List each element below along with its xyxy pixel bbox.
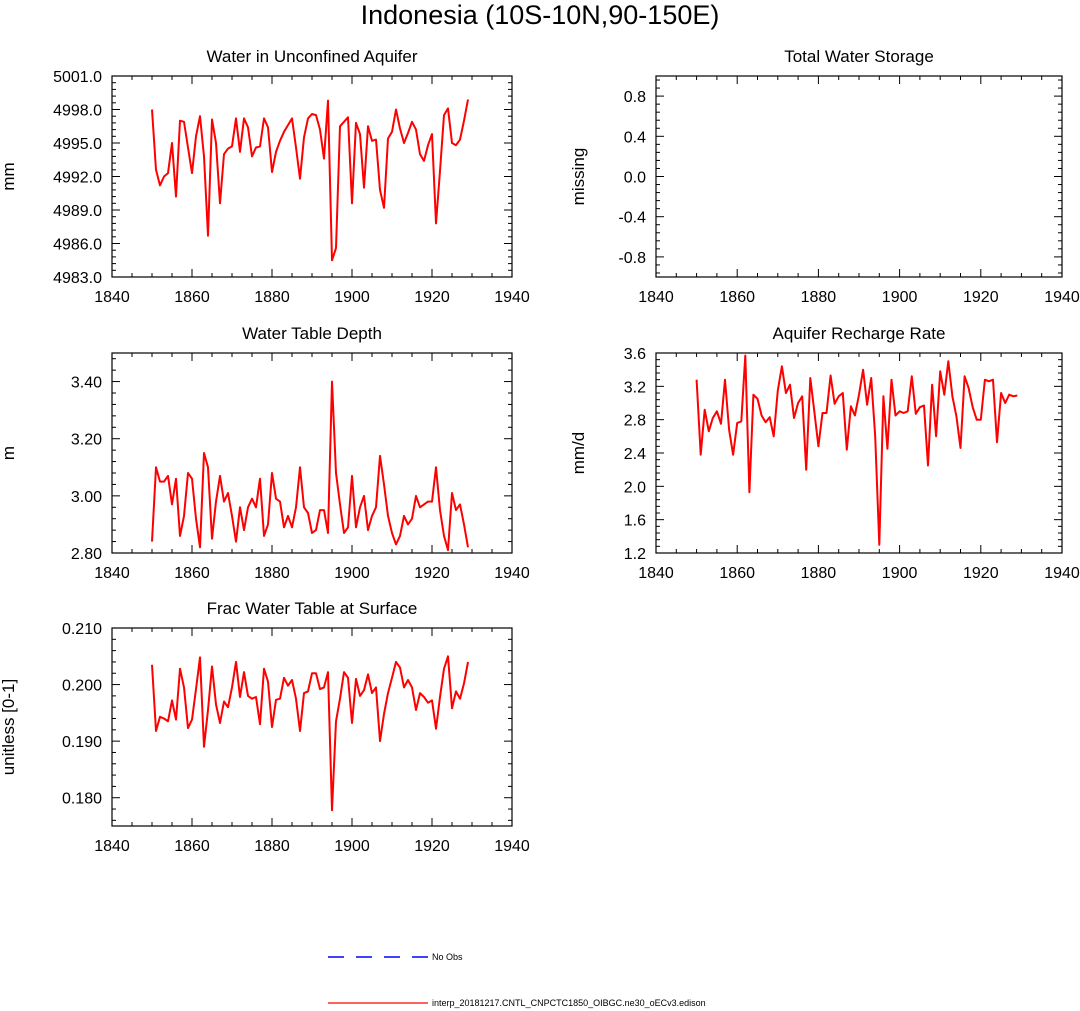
x-tick-label: 1860 [719, 565, 755, 582]
x-tick-label: 1840 [638, 565, 674, 582]
x-tick-label: 1920 [963, 565, 999, 582]
series-line-1 [151, 99, 469, 262]
x-tick-label: 1840 [638, 289, 674, 306]
x-tick-label: 1900 [334, 838, 370, 855]
y-tick-label: 2.80 [71, 546, 102, 563]
y-tick-label: 3.40 [71, 375, 102, 392]
x-tick-label: 1840 [94, 289, 130, 306]
panel-1-title: Water in Unconfined Aquifer [206, 47, 417, 66]
y-tick-label: 5001.0 [53, 69, 102, 86]
panel-5-frame [111, 627, 513, 827]
y-tick-label: 2.4 [624, 446, 646, 463]
x-tick-label: 1880 [254, 565, 290, 582]
panel-4-ylabel: mm/d [569, 432, 588, 475]
panels: Water in Unconfined Aquifer 1840 1860 1880 1… [0, 47, 1080, 855]
x-tick-label: 1940 [494, 565, 530, 582]
y-tick-label: 4998.0 [53, 103, 102, 120]
x-tick-label: 1880 [801, 565, 837, 582]
legend-obs-label: No Obs [432, 952, 463, 962]
panel-2-frame [655, 75, 1063, 278]
y-tick-label: 1.6 [624, 513, 646, 530]
x-tick-label: 1860 [174, 289, 210, 306]
x-tick-label: 1840 [94, 565, 130, 582]
panel-3-ylabel: m [0, 446, 18, 460]
x-tick-label: 1880 [254, 289, 290, 306]
x-tick-label: 1900 [882, 565, 918, 582]
panel-4: Aquifer Recharge Rate 1840 1860 1880 1900 192… [569, 324, 1080, 582]
x-tick-label: 1900 [334, 565, 370, 582]
series-line-1 [695, 354, 1018, 546]
x-tick-label: 1880 [254, 838, 290, 855]
y-tick-label: 4995.0 [53, 136, 102, 153]
x-tick-label: 1860 [174, 565, 210, 582]
x-tick-label: 1920 [963, 289, 999, 306]
panel-1-ylabel: mm [0, 162, 18, 190]
x-tick-label: 1900 [882, 289, 918, 306]
x-tick-label: 1920 [414, 565, 450, 582]
y-tick-label: 0.8 [624, 89, 646, 106]
x-tick-label: 1860 [174, 838, 210, 855]
series-line-1 [151, 655, 469, 812]
panel-5-ylabel: unitless [0-1] [0, 679, 18, 775]
y-tick-label: 3.20 [71, 432, 102, 449]
x-tick-label: 1940 [494, 289, 530, 306]
panel-5-title: Frac Water Table at Surface [207, 599, 418, 618]
legend: No Obs interp_20181217.CNTL_CNPCTC1850_O… [328, 952, 706, 1008]
y-tick-label: 4986.0 [53, 237, 102, 254]
y-tick-label: 0.210 [62, 621, 102, 638]
y-tick-label: 4989.0 [53, 203, 102, 220]
panel-3: Water Table Depth 1840 1860 1880 1900 1920 194… [0, 324, 530, 582]
x-tick-label: 1940 [1044, 565, 1080, 582]
y-tick-label: 2.8 [624, 413, 646, 430]
panel-1: Water in Unconfined Aquifer 1840 1860 1880 1… [0, 47, 530, 306]
y-tick-label: 3.2 [624, 379, 646, 396]
y-tick-label: 1.2 [624, 546, 646, 563]
panel-4-frame [655, 352, 1063, 554]
y-tick-label: 0.190 [62, 734, 102, 751]
y-tick-label: 0.4 [624, 129, 646, 146]
y-tick-label: 3.6 [624, 346, 646, 363]
y-tick-label: 3.00 [71, 489, 102, 506]
y-tick-label: 2.0 [624, 479, 646, 496]
legend-model-label: interp_20181217.CNTL_CNPCTC1850_OIBGC.ne… [432, 998, 706, 1008]
x-tick-label: 1940 [1044, 289, 1080, 306]
panel-5: Frac Water Table at Surface 1840 1860 1880 1… [0, 599, 530, 855]
x-tick-label: 1880 [801, 289, 837, 306]
y-tick-label: 0.180 [62, 791, 102, 808]
y-tick-label: 4992.0 [53, 170, 102, 187]
panel-3-frame [111, 352, 513, 554]
panel-2: Total Water Storage 1840 1860 1880 1900 1920 1… [569, 47, 1080, 306]
series-line-1 [151, 380, 469, 552]
panel-4-title: Aquifer Recharge Rate [773, 324, 946, 343]
y-tick-label: 4983.0 [53, 270, 102, 287]
x-tick-label: 1860 [719, 289, 755, 306]
y-tick-label: -0.8 [618, 250, 646, 267]
panel-3-title: Water Table Depth [242, 324, 382, 343]
y-tick-label: 0.0 [624, 170, 646, 187]
x-tick-label: 1940 [494, 838, 530, 855]
x-tick-label: 1920 [414, 289, 450, 306]
page-title: Indonesia (10S-10N,90-150E) [361, 0, 720, 30]
y-tick-label: 0.200 [62, 678, 102, 695]
panel-2-ylabel: missing [569, 148, 588, 206]
panel-2-title: Total Water Storage [784, 47, 934, 66]
y-tick-label: -0.4 [618, 210, 646, 227]
x-tick-label: 1840 [94, 838, 130, 855]
x-tick-label: 1920 [414, 838, 450, 855]
panel-1-frame [111, 75, 513, 278]
x-tick-label: 1900 [334, 289, 370, 306]
